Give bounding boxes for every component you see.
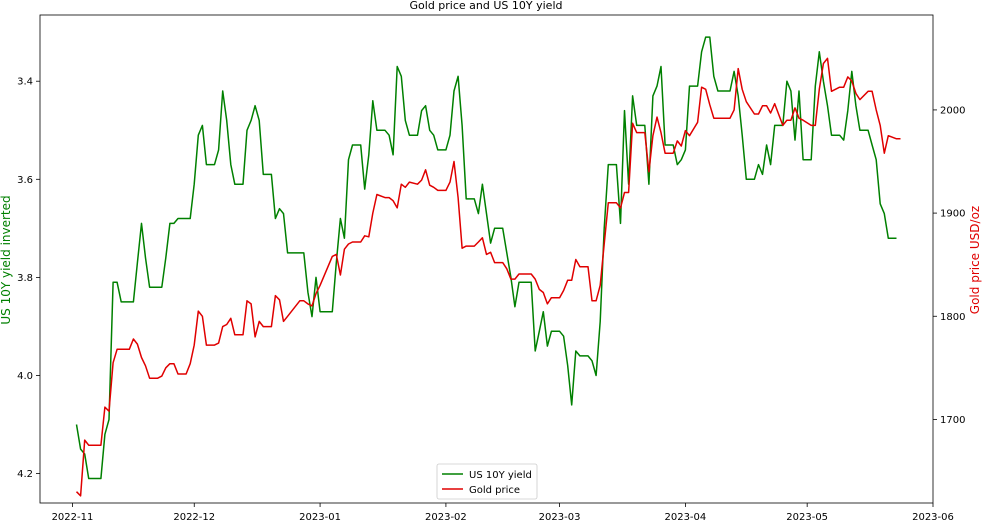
x-tick-label: 2022-12 (173, 512, 215, 523)
legend-label-yield: US 10Y yield (469, 470, 532, 481)
x-tick-label: 2023-05 (786, 512, 828, 523)
x-tick-label: 2023-03 (539, 512, 581, 523)
y-left-tick-label: 3.6 (17, 175, 33, 186)
chart-title: Gold price and US 10Y yield (410, 0, 563, 12)
y-left-tick-label: 3.4 (17, 77, 33, 88)
series-line-gold (75, 57, 901, 497)
legend-label-gold: Gold price (469, 485, 520, 496)
y-axis-left-label: US 10Y yield inverted (0, 195, 13, 324)
plot-lines (75, 36, 901, 497)
y-left-tick-label: 4.0 (17, 371, 33, 382)
x-tick-label: 2023-04 (664, 512, 706, 523)
legend: US 10Y yield Gold price (436, 463, 538, 500)
x-axis: 2022-11 2022-12 2023-01 2023-02 2023-03 2023-… (52, 503, 954, 523)
x-tick-label: 2023-02 (425, 512, 467, 523)
y-axis-right: 1700 1800 1900 2000 (933, 105, 965, 426)
series-line-yield (75, 36, 897, 480)
y-right-tick-label: 2000 (940, 105, 965, 116)
x-tick-label: 2022-11 (52, 512, 94, 523)
y-right-tick-label: 1700 (940, 415, 965, 426)
y-right-tick-label: 1800 (940, 312, 965, 323)
y-axis-left: 3.4 3.6 3.8 4.0 4.2 (17, 77, 40, 480)
y-axis-right-label: Gold price USD/oz (968, 206, 982, 314)
y-left-tick-label: 3.8 (17, 273, 33, 284)
y-right-tick-label: 1900 (940, 209, 965, 220)
legend-box (436, 463, 538, 500)
plot-area-frame (39, 14, 934, 504)
x-tick-label: 2023-06 (912, 512, 954, 523)
y-left-tick-label: 4.2 (17, 469, 33, 480)
x-tick-label: 2023-01 (299, 512, 341, 523)
